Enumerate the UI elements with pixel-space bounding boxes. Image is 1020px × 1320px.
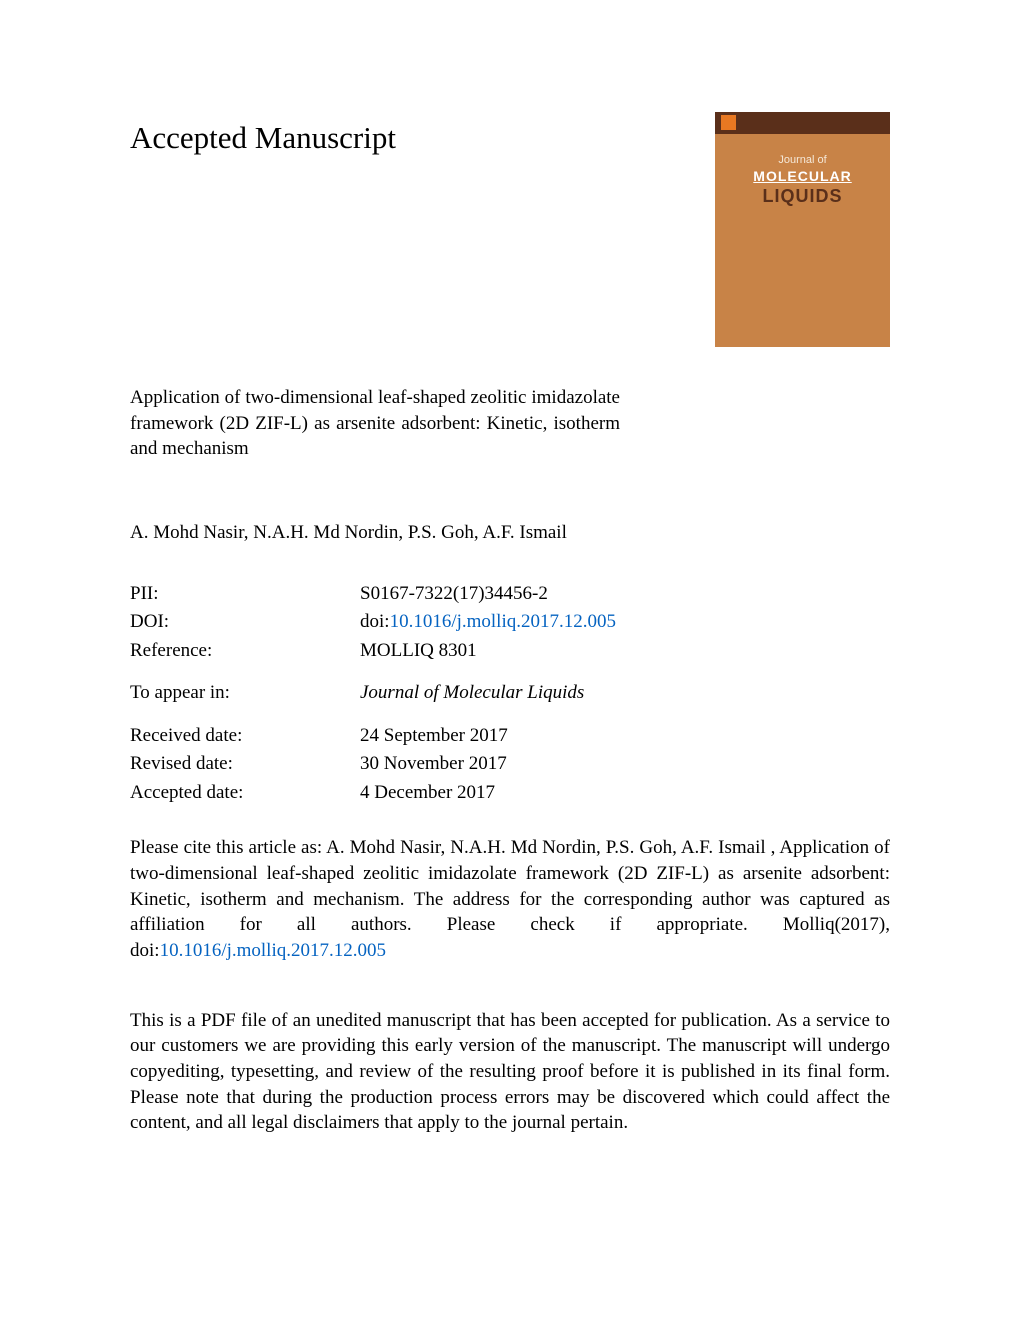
meta-received-value: 24 September 2017 <box>360 722 890 751</box>
meta-pii-row: PII: S0167-7322(17)34456-2 <box>130 580 890 609</box>
elsevier-logo-icon <box>721 115 736 130</box>
meta-accepted-label: Accepted date: <box>130 779 360 808</box>
article-authors: A. Mohd Nasir, N.A.H. Md Nordin, P.S. Go… <box>130 522 890 544</box>
meta-pii-label: PII: <box>130 580 360 609</box>
meta-received-label: Received date: <box>130 722 360 751</box>
article-title: Application of two-dimensional leaf-shap… <box>130 385 620 462</box>
doi-prefix: doi: <box>360 611 390 632</box>
meta-spacer <box>130 665 890 679</box>
meta-reference-label: Reference: <box>130 637 360 666</box>
meta-doi-row: DOI: doi:10.1016/j.molliq.2017.12.005 <box>130 608 890 637</box>
meta-appear-label: To appear in: <box>130 679 360 708</box>
meta-revised-value: 30 November 2017 <box>360 750 890 779</box>
cover-liquids-text: LIQUIDS <box>762 186 842 206</box>
citation-paragraph: Please cite this article as: A. Mohd Nas… <box>130 835 890 963</box>
meta-appear-value: Journal of Molecular Liquids <box>360 679 890 708</box>
meta-spacer <box>130 708 890 722</box>
header-row: Accepted Manuscript Journal of MOLECULAR… <box>130 120 890 347</box>
meta-doi-label: DOI: <box>130 608 360 637</box>
meta-revised-label: Revised date: <box>130 750 360 779</box>
cover-molecular-text: MOLECULAR <box>753 168 851 184</box>
cover-journal-prefix: Journal of <box>715 154 890 166</box>
meta-reference-row: Reference: MOLLIQ 8301 <box>130 637 890 666</box>
disclaimer-paragraph: This is a PDF file of an unedited manusc… <box>130 1008 890 1136</box>
left-column: Accepted Manuscript <box>130 120 396 156</box>
cover-journal-title: MOLECULAR LIQUIDS <box>715 168 890 207</box>
meta-reference-value: MOLLIQ 8301 <box>360 637 890 666</box>
meta-revised-row: Revised date: 30 November 2017 <box>130 750 890 779</box>
meta-accepted-value: 4 December 2017 <box>360 779 890 808</box>
cover-top-bar <box>715 112 890 134</box>
meta-appear-row: To appear in: Journal of Molecular Liqui… <box>130 679 890 708</box>
metadata-table: PII: S0167-7322(17)34456-2 DOI: doi:10.1… <box>130 580 890 808</box>
journal-cover: Journal of MOLECULAR LIQUIDS <box>715 112 890 347</box>
meta-received-row: Received date: 24 September 2017 <box>130 722 890 751</box>
meta-doi-value: doi:10.1016/j.molliq.2017.12.005 <box>360 608 890 637</box>
meta-pii-value: S0167-7322(17)34456-2 <box>360 580 890 609</box>
meta-accepted-row: Accepted date: 4 December 2017 <box>130 779 890 808</box>
citation-doi-link[interactable]: 10.1016/j.molliq.2017.12.005 <box>160 940 386 961</box>
accepted-manuscript-heading: Accepted Manuscript <box>130 120 396 156</box>
doi-link[interactable]: 10.1016/j.molliq.2017.12.005 <box>390 611 616 632</box>
